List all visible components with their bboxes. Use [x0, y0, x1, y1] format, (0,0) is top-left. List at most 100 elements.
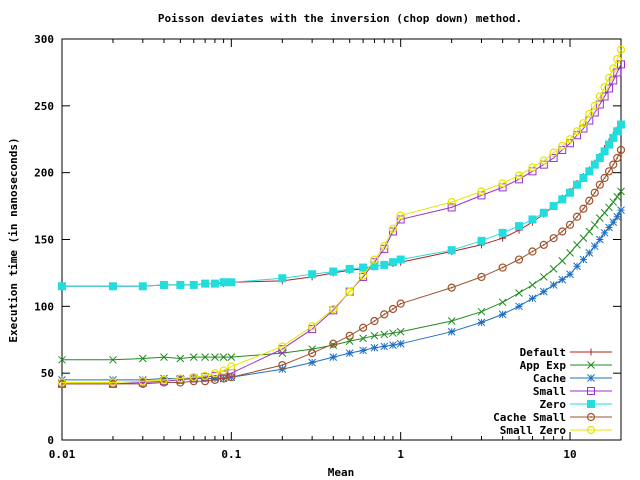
data-point: [585, 109, 594, 118]
series-line: [62, 49, 622, 383]
data-point: [595, 92, 604, 101]
legend-marker: [587, 348, 595, 356]
series-app-exp: [58, 187, 625, 364]
data-point: [585, 227, 594, 236]
data-point-dot: [373, 320, 376, 322]
y-tick-label: 250: [34, 100, 54, 113]
data-point: [605, 223, 613, 232]
data-point-dot: [204, 380, 207, 383]
data-point: [219, 353, 228, 361]
legend-label: Small: [533, 385, 566, 398]
data-point: [573, 240, 581, 249]
data-point-dot: [450, 286, 453, 289]
y-tick-label: 200: [34, 167, 54, 180]
data-point: [549, 281, 558, 289]
data-point-dot: [582, 207, 585, 210]
data-point: [370, 255, 379, 264]
data-point: [159, 280, 168, 289]
data-point: [572, 127, 582, 136]
axis-ticks: 0 50 100 150 200 250 300 0.01 0.1 1 10: [34, 33, 622, 461]
data-point: [447, 203, 456, 212]
data-point: [138, 354, 147, 363]
data-point: [58, 355, 66, 364]
data-point: [609, 218, 618, 226]
data-point: [380, 260, 389, 269]
data-point: [498, 298, 507, 307]
legend-label: Zero: [540, 398, 567, 411]
data-point: [528, 247, 537, 256]
data-point: [566, 188, 575, 197]
data-point: [572, 212, 582, 221]
data-point: [515, 175, 524, 184]
data-point: [211, 374, 219, 383]
data-point-dot: [281, 364, 284, 367]
data-point: [370, 343, 379, 352]
data-point: [558, 195, 567, 204]
data-point: [189, 373, 198, 382]
data-point: [278, 274, 287, 283]
data-point: [396, 255, 405, 264]
data-point: [308, 349, 317, 358]
data-point: [565, 135, 575, 144]
data-point-dot: [612, 163, 615, 166]
data-point: [359, 271, 368, 280]
data-point: [370, 331, 379, 340]
data-point: [590, 160, 599, 169]
data-point: [308, 322, 317, 331]
data-point: [359, 346, 367, 355]
data-point-dot: [230, 376, 233, 379]
data-point-dot: [362, 326, 365, 329]
series-line: [62, 64, 622, 385]
data-point: [176, 374, 185, 383]
data-point: [447, 197, 456, 207]
data-point: [590, 188, 599, 197]
legend-marker-dot: [590, 416, 592, 418]
data-point: [359, 323, 368, 332]
data-point: [616, 45, 626, 54]
legend-marker: [587, 387, 595, 395]
data-point-dot: [501, 266, 504, 269]
data-point: [566, 249, 574, 257]
data-point: [278, 349, 287, 357]
data-point: [359, 334, 367, 343]
data-point: [549, 153, 558, 162]
data-point: [389, 341, 397, 349]
data-point: [380, 242, 389, 251]
data-point: [227, 353, 236, 361]
data-point: [308, 270, 317, 279]
series-line: [62, 124, 622, 287]
data-point: [558, 227, 567, 236]
data-point: [447, 327, 456, 336]
data-point-dot: [332, 342, 335, 345]
y-axis-title: Execution time (in nanoseconds): [7, 137, 20, 342]
data-point: [595, 100, 604, 109]
x-axis-title: Mean: [328, 466, 355, 479]
data-point: [605, 140, 614, 149]
data-point: [609, 76, 618, 85]
data-point: [549, 234, 558, 243]
legend-label: Cache: [533, 372, 566, 385]
legend-marker: [587, 400, 595, 408]
data-point-dot: [311, 352, 314, 355]
data-point: [176, 378, 185, 387]
data-point-dot: [383, 313, 386, 316]
data-point-dot: [542, 243, 545, 246]
data-point: [380, 330, 389, 339]
data-point: [227, 278, 236, 287]
data-point: [498, 310, 507, 319]
data-point-dot: [392, 308, 394, 310]
data-point: [600, 83, 609, 92]
data-point: [477, 318, 486, 327]
data-point: [539, 208, 548, 217]
data-point-dot: [480, 276, 483, 278]
series-small-zero: [57, 45, 626, 387]
data-point: [201, 377, 210, 386]
data-point: [189, 280, 198, 289]
data-point: [210, 369, 220, 378]
data-point: [514, 171, 524, 180]
data-point: [329, 339, 338, 348]
data-point: [329, 267, 338, 276]
data-point: [380, 310, 389, 319]
legend-marker: [586, 425, 596, 435]
data-point: [447, 283, 456, 292]
